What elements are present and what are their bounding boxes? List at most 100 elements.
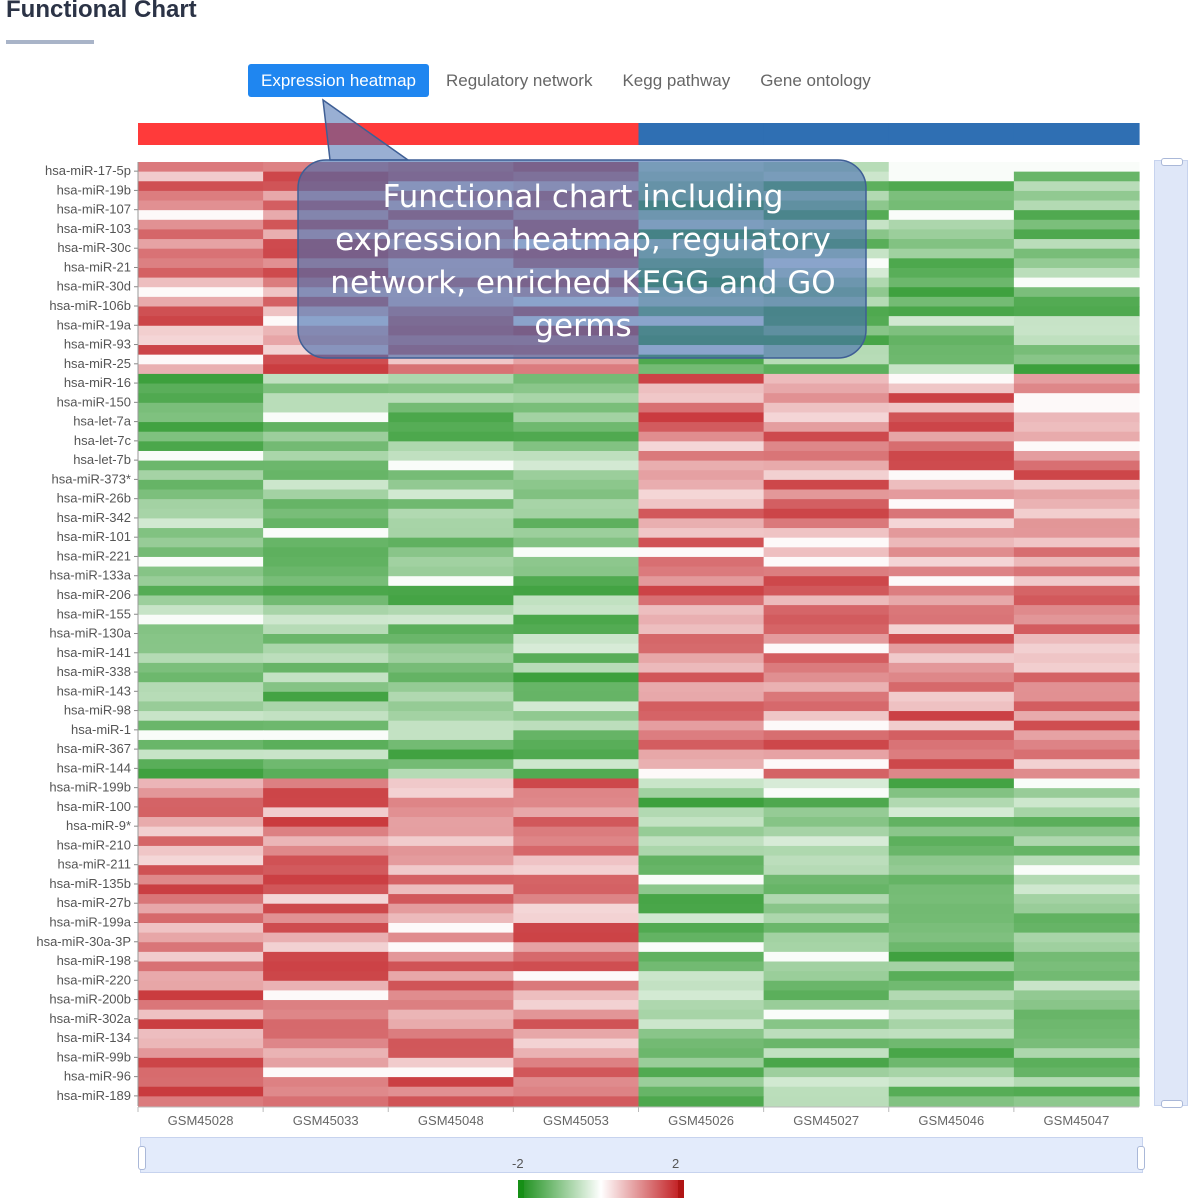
- heatmap-cell[interactable]: [1013, 287, 1140, 298]
- heatmap-cell[interactable]: [763, 1096, 890, 1107]
- heatmap-cell[interactable]: [263, 894, 389, 905]
- heatmap-cell[interactable]: [138, 990, 264, 1001]
- heatmap-cell[interactable]: [1013, 450, 1140, 462]
- heatmap-cell[interactable]: [763, 894, 890, 905]
- heatmap-cell[interactable]: [138, 460, 264, 471]
- heatmap-cell[interactable]: [263, 682, 389, 693]
- heatmap-cell[interactable]: [513, 653, 640, 664]
- heatmap-cell[interactable]: [1013, 576, 1140, 587]
- heatmap-cell[interactable]: [638, 672, 765, 683]
- heatmap-cell[interactable]: [138, 759, 264, 770]
- heatmap-cell[interactable]: [888, 605, 1015, 616]
- horizontal-zoom-handle-left[interactable]: [138, 1146, 146, 1170]
- heatmap-cell[interactable]: [513, 547, 640, 558]
- heatmap-cell[interactable]: [388, 547, 514, 558]
- heatmap-cell[interactable]: [263, 585, 389, 597]
- heatmap-cell[interactable]: [1013, 210, 1140, 221]
- heatmap-cell[interactable]: [388, 990, 514, 1001]
- heatmap-cell[interactable]: [763, 922, 890, 934]
- heatmap-cell[interactable]: [1013, 951, 1140, 963]
- heatmap-cell[interactable]: [763, 845, 890, 857]
- heatmap-cell[interactable]: [513, 903, 640, 914]
- heatmap-cell[interactable]: [638, 470, 765, 481]
- heatmap-cell[interactable]: [388, 845, 514, 857]
- heatmap-cell[interactable]: [513, 701, 640, 712]
- heatmap-cell[interactable]: [763, 605, 890, 616]
- heatmap-cell[interactable]: [1013, 990, 1140, 1001]
- heatmap-cell[interactable]: [638, 566, 765, 577]
- heatmap-cell[interactable]: [888, 836, 1015, 847]
- heatmap-cell[interactable]: [388, 662, 514, 674]
- heatmap-cell[interactable]: [138, 730, 264, 741]
- heatmap-cell[interactable]: [888, 826, 1015, 837]
- heatmap-cell[interactable]: [1013, 778, 1140, 789]
- heatmap-cell[interactable]: [1013, 1077, 1140, 1088]
- heatmap-cell[interactable]: [763, 817, 890, 828]
- vertical-zoom-handle-top[interactable]: [1161, 158, 1183, 166]
- heatmap-cell[interactable]: [513, 460, 640, 471]
- heatmap-cell[interactable]: [763, 980, 890, 992]
- heatmap-cell[interactable]: [888, 277, 1015, 288]
- heatmap-cell[interactable]: [638, 1057, 765, 1069]
- heatmap-cell[interactable]: [1013, 171, 1140, 182]
- heatmap-cell[interactable]: [513, 508, 640, 520]
- heatmap-cell[interactable]: [388, 730, 514, 741]
- heatmap-cell[interactable]: [513, 826, 640, 837]
- heatmap-cell[interactable]: [513, 691, 640, 703]
- heatmap-cell[interactable]: [263, 1077, 389, 1088]
- heatmap-cell[interactable]: [263, 845, 389, 857]
- heatmap-cell[interactable]: [763, 932, 890, 943]
- heatmap-cell[interactable]: [1013, 759, 1140, 770]
- heatmap-cell[interactable]: [388, 441, 514, 452]
- heatmap-cell[interactable]: [263, 1009, 389, 1020]
- heatmap-cell[interactable]: [513, 807, 640, 818]
- heatmap-cell[interactable]: [513, 528, 640, 539]
- heatmap-cell[interactable]: [638, 383, 765, 394]
- heatmap-cell[interactable]: [888, 508, 1015, 520]
- heatmap-cell[interactable]: [138, 1009, 264, 1020]
- heatmap-cell[interactable]: [513, 817, 640, 828]
- heatmap-cell[interactable]: [763, 759, 890, 770]
- heatmap-cell[interactable]: [888, 460, 1015, 471]
- heatmap-cell[interactable]: [263, 566, 389, 577]
- heatmap-cell[interactable]: [138, 518, 264, 529]
- heatmap-cell[interactable]: [513, 942, 640, 953]
- heatmap-cell[interactable]: [138, 711, 264, 722]
- heatmap-cell[interactable]: [888, 479, 1015, 491]
- heatmap-cell[interactable]: [1013, 634, 1140, 645]
- heatmap-cell[interactable]: [138, 672, 264, 683]
- heatmap-cell[interactable]: [513, 489, 640, 500]
- heatmap-cell[interactable]: [263, 749, 389, 760]
- heatmap-cell[interactable]: [763, 450, 890, 462]
- heatmap-cell[interactable]: [263, 788, 389, 799]
- heatmap-cell[interactable]: [513, 1019, 640, 1030]
- heatmap-cell[interactable]: [138, 373, 264, 385]
- heatmap-cell[interactable]: [1013, 1009, 1140, 1020]
- heatmap-cell[interactable]: [138, 229, 264, 240]
- heatmap-cell[interactable]: [888, 797, 1015, 808]
- heatmap-cell[interactable]: [513, 537, 640, 548]
- heatmap-cell[interactable]: [763, 711, 890, 722]
- heatmap-cell[interactable]: [513, 614, 640, 625]
- heatmap-cell[interactable]: [1013, 942, 1140, 953]
- heatmap-cell[interactable]: [138, 913, 264, 924]
- heatmap-cell[interactable]: [513, 1038, 640, 1049]
- heatmap-cell[interactable]: [763, 749, 890, 760]
- heatmap-cell[interactable]: [888, 1028, 1015, 1040]
- heatmap-cell[interactable]: [888, 942, 1015, 953]
- heatmap-cell[interactable]: [388, 614, 514, 625]
- heatmap-cell[interactable]: [888, 489, 1015, 500]
- heatmap-cell[interactable]: [263, 903, 389, 914]
- heatmap-cell[interactable]: [263, 1067, 389, 1078]
- legend-handle-min[interactable]: [518, 1180, 524, 1198]
- heatmap-cell[interactable]: [388, 1028, 514, 1040]
- heatmap-cell[interactable]: [513, 422, 640, 433]
- heatmap-cell[interactable]: [513, 980, 640, 992]
- heatmap-cell[interactable]: [638, 634, 765, 645]
- heatmap-cell[interactable]: [1013, 797, 1140, 808]
- heatmap-cell[interactable]: [513, 499, 640, 510]
- heatmap-cell[interactable]: [1013, 788, 1140, 799]
- heatmap-cell[interactable]: [763, 778, 890, 789]
- heatmap-cell[interactable]: [1013, 711, 1140, 722]
- heatmap-cell[interactable]: [263, 874, 389, 886]
